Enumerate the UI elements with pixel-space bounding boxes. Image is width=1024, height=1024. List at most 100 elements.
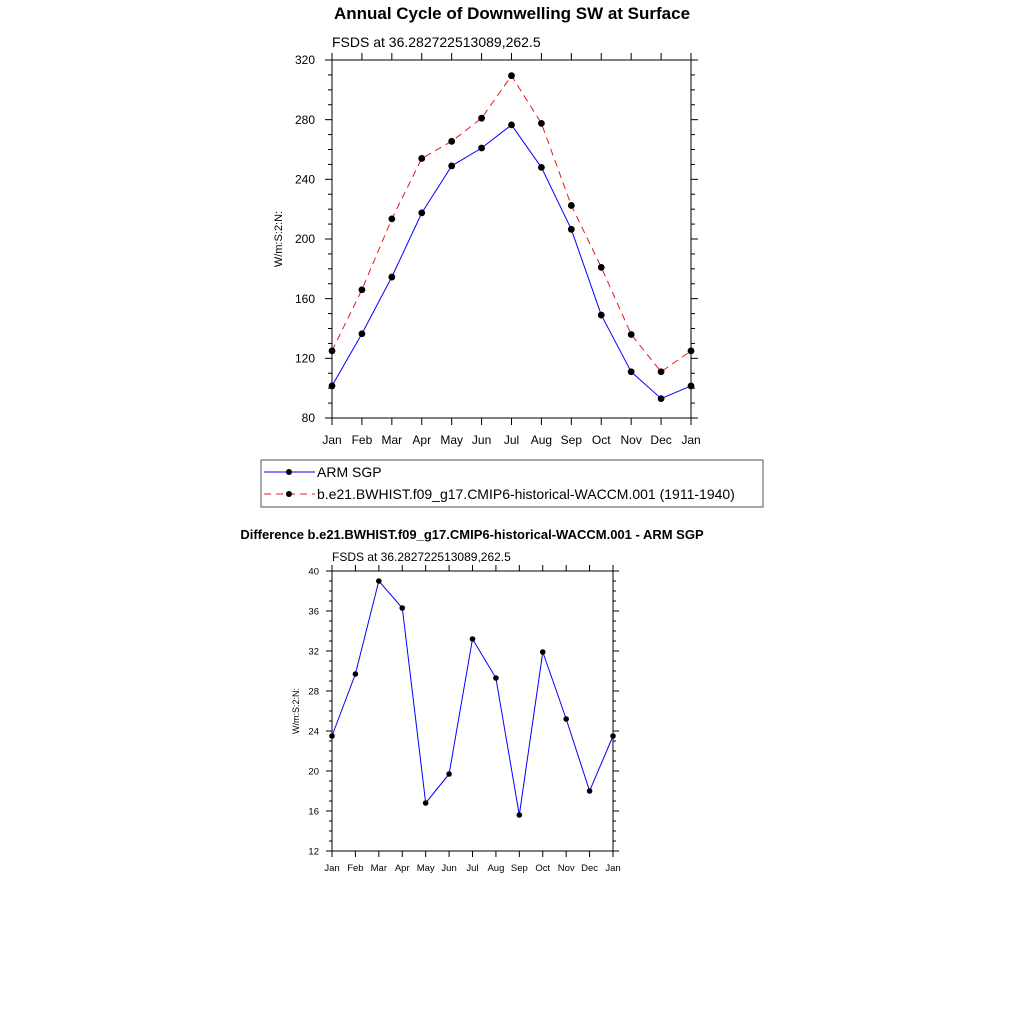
y-tick-label-40: 40 [308,566,319,577]
data-point-difference-7 [493,675,499,681]
data-point-difference-8 [516,812,523,818]
legend: ARM SGP b.e21.BWHIST.f09_g17.CMIP6-histo… [260,459,764,508]
x-tick-label-jan: Jan [605,863,620,874]
data-point-arm-sgp-11 [657,395,665,403]
x-tick-label-sep: Sep [511,863,528,874]
x-tick-label-may: May [417,863,435,874]
data-point-arm-sgp-1 [358,330,366,338]
x-tick-label-aug: Aug [531,433,552,447]
axis-ticks [325,53,698,425]
y-tick-label-280: 280 [295,113,315,127]
y-tick-label-160: 160 [295,292,315,306]
data-point-arm-sgp-7 [538,164,545,171]
x-tick-label-jan: Jan [322,433,341,447]
y-tick-labels: 40 36 32 28 24 20 16 12 [308,566,319,857]
x-tick-label-dec: Dec [581,863,598,874]
x-tick-label-aug: Aug [487,863,504,874]
data-point-arm-sgp-8 [567,225,575,233]
x-tick-label-apr: Apr [395,863,410,874]
x-tick-label-feb: Feb [347,863,363,874]
y-tick-label-36: 36 [308,606,319,617]
y-tick-label-28: 28 [308,686,319,697]
data-point-difference-0 [329,733,335,739]
x-tick-label-jun: Jun [472,433,491,447]
series-group [328,72,695,403]
y-tick-label-200: 200 [295,232,315,246]
y-tick-label-32: 32 [308,646,319,657]
legend-label-arm-sgp: ARM SGP [317,464,382,480]
axis-ticks [326,565,619,857]
data-point-b-e21-bwhist-f09-g17-cmi-9 [597,263,605,271]
x-tick-label-may: May [440,433,463,447]
data-point-b-e21-bwhist-f09-g17-cmi-5 [478,114,485,122]
y-tick-label-16: 16 [308,806,319,817]
chart-subtitle: FSDS at 36.282722513089,262.5 [332,550,511,564]
data-point-difference-2 [376,578,382,584]
y-axis-label: W/m:S:2:N: [291,688,301,734]
data-point-arm-sgp-0 [328,382,336,390]
y-tick-label-120: 120 [295,352,315,366]
chart-subtitle: FSDS at 36.282722513089,262.5 [332,34,541,50]
data-point-b-e21-bwhist-f09-g17-cmi-2 [388,215,396,223]
data-point-difference-12 [610,733,616,739]
difference-chart: Difference b.e21.BWHIST.f09_g17.CMIP6-hi… [240,527,704,874]
x-tick-label-apr: Apr [412,433,431,447]
data-point-b-e21-bwhist-f09-g17-cmi-6 [508,72,515,80]
legend-marker-arm-sgp [286,469,292,475]
data-point-arm-sgp-12 [687,382,695,390]
y-tick-label-320: 320 [295,53,315,67]
data-point-b-e21-bwhist-f09-g17-cmi-3 [418,155,426,162]
x-tick-labels: Jan Feb Mar Apr May Jun Jul Aug Sep Oct Nov Dec Jan [322,433,700,447]
data-point-difference-4 [422,800,429,806]
series-group [329,578,616,818]
data-point-arm-sgp-9 [597,311,605,319]
x-tick-label-jul: Jul [504,433,519,447]
data-point-arm-sgp-10 [627,368,635,376]
x-tick-label-mar: Mar [371,863,387,874]
x-tick-label-jan: Jan [324,863,339,874]
data-point-difference-5 [446,771,452,777]
data-point-arm-sgp-3 [418,209,426,217]
y-tick-label-12: 12 [308,846,319,857]
y-tick-label-24: 24 [308,726,319,737]
x-tick-label-nov: Nov [558,863,575,874]
x-tick-label-jan: Jan [681,433,700,447]
data-point-b-e21-bwhist-f09-g17-cmi-7 [538,119,545,127]
data-point-b-e21-bwhist-f09-g17-cmi-8 [567,202,575,209]
legend-label-waccm: b.e21.BWHIST.f09_g17.CMIP6-historical-WA… [317,486,735,502]
x-tick-label-dec: Dec [650,433,671,447]
y-tick-labels: 320 280 240 200 160 120 80 [295,53,315,425]
x-tick-label-feb: Feb [352,433,373,447]
data-point-b-e21-bwhist-f09-g17-cmi-12 [687,347,695,355]
chart-title: Difference b.e21.BWHIST.f09_g17.CMIP6-hi… [240,527,704,542]
x-tick-label-nov: Nov [620,433,641,447]
data-point-difference-9 [539,649,546,655]
data-point-arm-sgp-2 [388,273,396,281]
y-axis-label: W/m:S:2:N: [273,211,285,267]
x-tick-label-jul: Jul [466,863,478,874]
data-point-b-e21-bwhist-f09-g17-cmi-1 [358,286,366,294]
x-tick-label-sep: Sep [561,433,583,447]
x-tick-label-mar: Mar [381,433,402,447]
data-point-difference-1 [352,671,359,677]
data-point-difference-6 [469,636,476,642]
data-point-arm-sgp-4 [448,162,456,170]
data-point-arm-sgp-6 [508,121,515,129]
data-point-difference-3 [399,605,406,611]
chart-title: Annual Cycle of Downwelling SW at Surfac… [334,4,690,23]
y-tick-label-20: 20 [308,766,319,777]
y-tick-label-80: 80 [302,411,316,425]
x-tick-label-oct: Oct [535,863,550,874]
data-point-arm-sgp-5 [478,144,485,152]
data-point-b-e21-bwhist-f09-g17-cmi-0 [328,347,336,355]
x-tick-label-jun: Jun [441,863,456,874]
data-point-difference-11 [586,788,593,794]
y-tick-label-240: 240 [295,173,315,187]
data-point-difference-10 [563,716,569,722]
legend-box [260,459,764,508]
data-point-b-e21-bwhist-f09-g17-cmi-10 [627,331,635,338]
data-point-b-e21-bwhist-f09-g17-cmi-4 [448,137,456,145]
legend-marker-waccm [286,491,292,497]
